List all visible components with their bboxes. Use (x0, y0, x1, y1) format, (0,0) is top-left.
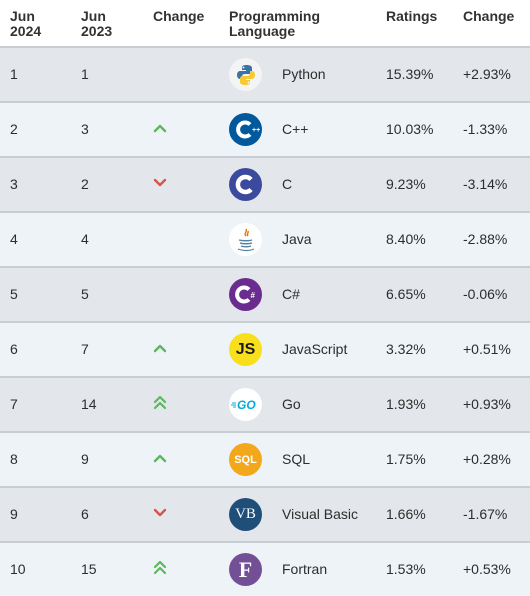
rank-change-up-icon (153, 433, 169, 486)
table-row: 10 15 F Fortran 1.53% +0.53% (0, 541, 530, 596)
rating-change: +2.93% (463, 66, 511, 82)
rating-value: 9.23% (386, 176, 426, 192)
rating-change: -2.88% (463, 231, 508, 247)
language-name[interactable]: C# (282, 286, 300, 302)
header-language[interactable]: Programming Language (229, 8, 321, 39)
header-current-rank[interactable]: Jun 2024 (10, 8, 42, 39)
header-previous-rank[interactable]: Jun 2023 (81, 8, 113, 39)
current-rank: 7 (10, 396, 18, 412)
rank-change-double-up-icon (153, 378, 169, 431)
previous-rank: 2 (81, 176, 89, 192)
rating-value: 15.39% (386, 66, 434, 82)
language-name[interactable]: JavaScript (282, 341, 348, 357)
table-row: 7 14 GO Go 1.93% +0.93% (0, 376, 530, 431)
javascript-icon: JS (229, 333, 262, 366)
rating-change: +0.51% (463, 341, 511, 357)
current-rank: 2 (10, 121, 18, 137)
fortran-icon: F (229, 553, 262, 586)
sql-icon: SQL (229, 443, 262, 476)
rating-value: 1.66% (386, 506, 426, 522)
language-name[interactable]: Python (282, 66, 326, 82)
previous-rank: 7 (81, 341, 89, 357)
rating-value: 6.65% (386, 286, 426, 302)
header-rank-change[interactable]: Change (153, 8, 205, 24)
current-rank: 1 (10, 66, 18, 82)
rating-value: 10.03% (386, 121, 434, 137)
svg-text:#: # (251, 291, 256, 300)
table-row: 3 2 C 9.23% -3.14% (0, 156, 530, 211)
cpp-icon: ++ (229, 113, 262, 146)
table-row: 9 6 VB Visual Basic 1.66% -1.67% (0, 486, 530, 541)
rating-value: 1.93% (386, 396, 426, 412)
rating-change: +0.53% (463, 561, 511, 577)
rank-change-down-icon (153, 488, 169, 541)
rating-value: 1.75% (386, 451, 426, 467)
table-row: 5 5 # C# 6.65% -0.06% (0, 266, 530, 321)
rank-change-up-icon (153, 323, 169, 376)
language-name[interactable]: SQL (282, 451, 311, 467)
rank-change-none-icon (153, 213, 169, 266)
table-row: 2 3 ++ C++ 10.03% -1.33% (0, 101, 530, 156)
previous-rank: 1 (81, 66, 89, 82)
previous-rank: 3 (81, 121, 89, 137)
table-header: Jun 2024 Jun 2023 Change Programming Lan… (0, 0, 530, 46)
table-row: 1 1 Python 15.39% +2.93% (0, 46, 530, 101)
rating-change: -3.14% (463, 176, 508, 192)
previous-rank: 15 (81, 561, 97, 577)
go-icon: GO (229, 388, 262, 421)
header-ratings-change[interactable]: Change (463, 8, 515, 24)
rank-change-none-icon (153, 268, 169, 321)
rank-change-up-icon (153, 103, 169, 156)
rating-change: -1.33% (463, 121, 508, 137)
rating-change: -0.06% (463, 286, 508, 302)
language-name[interactable]: C (282, 176, 293, 192)
previous-rank: 4 (81, 231, 89, 247)
current-rank: 3 (10, 176, 18, 192)
current-rank: 4 (10, 231, 18, 247)
rank-change-none-icon (153, 48, 169, 101)
python-icon (229, 58, 262, 91)
java-icon (229, 223, 262, 256)
current-rank: 9 (10, 506, 18, 522)
rating-change: +0.93% (463, 396, 511, 412)
previous-rank: 9 (81, 451, 89, 467)
table-row: 8 9 SQL SQL 1.75% +0.28% (0, 431, 530, 486)
header-ratings[interactable]: Ratings (386, 8, 438, 24)
rating-change: +0.28% (463, 451, 511, 467)
language-name[interactable]: C++ (282, 121, 309, 137)
table-row: 4 4 Java 8.40% -2.88% (0, 211, 530, 266)
rank-change-down-icon (153, 158, 169, 211)
rank-change-double-up-icon (153, 543, 169, 596)
csharp-icon: # (229, 278, 262, 311)
c-icon (229, 168, 262, 201)
current-rank: 5 (10, 286, 18, 302)
previous-rank: 6 (81, 506, 89, 522)
visual-basic-icon: VB (229, 498, 262, 531)
previous-rank: 5 (81, 286, 89, 302)
svg-text:GO: GO (237, 398, 256, 412)
language-name[interactable]: Fortran (282, 561, 328, 577)
rating-value: 1.53% (386, 561, 426, 577)
table-row: 6 7 JS JavaScript 3.32% +0.51% (0, 321, 530, 376)
language-name[interactable]: Java (282, 231, 312, 247)
language-name[interactable]: Go (282, 396, 301, 412)
rating-value: 8.40% (386, 231, 426, 247)
previous-rank: 14 (81, 396, 97, 412)
current-rank: 8 (10, 451, 18, 467)
language-name[interactable]: Visual Basic (282, 506, 359, 522)
current-rank: 6 (10, 341, 18, 357)
svg-text:++: ++ (252, 127, 260, 134)
rating-change: -1.67% (463, 506, 508, 522)
current-rank: 10 (10, 561, 26, 577)
rating-value: 3.32% (386, 341, 426, 357)
